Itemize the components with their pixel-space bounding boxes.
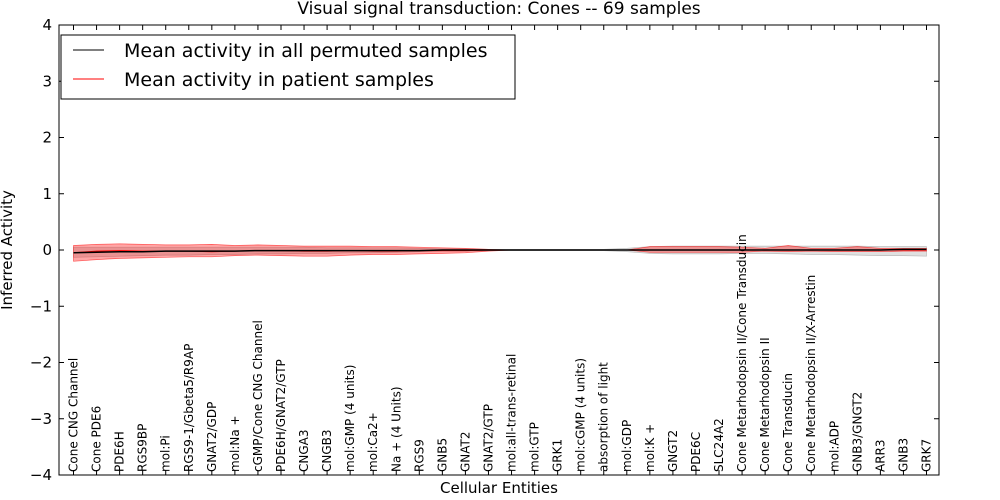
x-axis-label: Cellular Entities	[440, 479, 558, 497]
x-category-label: GNGT2	[666, 430, 680, 472]
x-category-label: ARR3	[873, 439, 887, 472]
x-category-label: CNGA3	[297, 430, 311, 473]
x-category-label: mol:ADP	[827, 421, 841, 472]
x-category-label: PDE6H	[113, 431, 127, 472]
x-category-label: Cone Metarhodopsin II	[758, 337, 772, 472]
x-category-label: SLC24A2	[712, 418, 726, 472]
x-category-label: RGS9	[412, 439, 426, 472]
y-tick-label: 1	[42, 185, 52, 203]
x-category-label: mol:GMP (4 units)	[343, 365, 357, 472]
x-category-label: mol:GDP	[620, 420, 634, 472]
x-category-label: mol:GTP	[528, 422, 542, 472]
x-category-label: Na + (4 Units)	[389, 386, 403, 472]
x-category-label: cGMP/Cone CNG Channel	[251, 320, 265, 472]
x-category-label: Cone Metarhodopsin II/Cone Transducin	[735, 234, 749, 472]
x-category-label: Cone Transducin	[781, 373, 795, 472]
legend-box	[60, 34, 516, 100]
series-line-permuted	[73, 248, 927, 254]
y-tick-label: 4	[42, 16, 52, 34]
legend-label: Mean activity in patient samples	[124, 69, 434, 91]
x-category-label: Cone Metarhodopsin II/X-Arrestin	[804, 275, 818, 472]
y-tick-label: 3	[42, 72, 52, 90]
x-category-label: PDE6H/GNAT2/GTP	[274, 359, 288, 472]
x-category-label: Cone PDE6	[90, 406, 104, 472]
y-tick-label: 0	[42, 241, 52, 259]
x-category-label: mol:Pi	[159, 435, 173, 472]
x-category-label: absorption of light	[597, 362, 611, 472]
x-category-label: mol:Ca2+	[366, 412, 380, 472]
legend-label: Mean activity in all permuted samples	[124, 40, 487, 62]
x-category-label: GNB3/GNGT2	[850, 392, 864, 472]
legend: Mean activity in all permuted samples Mea…	[60, 34, 516, 100]
y-axis-label: Inferred Activity	[0, 190, 16, 310]
x-category-label: mol:K +	[643, 424, 657, 472]
x-category-label: GNB3	[896, 438, 910, 472]
x-category-label: GNAT2/GTP	[481, 404, 495, 472]
x-category-label: mol:Na +	[228, 415, 242, 472]
x-category-label: CNGB3	[320, 429, 334, 472]
x-category-label: mol:all-trans-retinal	[505, 354, 519, 472]
x-category-label: RGS9-1/Gbeta5/R9AP	[182, 344, 196, 472]
y-axis: 4 3 2 1 0 −1 −2 −3 −4	[30, 16, 939, 484]
y-tick-label: −4	[30, 466, 52, 484]
chart-title: Visual signal transduction: Cones -- 69 …	[297, 0, 700, 19]
x-category-label: mol:cGMP (4 units)	[574, 358, 588, 472]
band-patient	[73, 243, 927, 262]
y-tick-label: 2	[42, 129, 52, 147]
series-lines	[73, 248, 927, 254]
x-category-label: GNAT2/GDP	[205, 402, 219, 472]
x-category-label: RGS9BP	[136, 424, 150, 472]
y-tick-label: −1	[30, 297, 52, 315]
y-tick-label: −2	[30, 354, 52, 372]
x-category-label: GRK7	[920, 439, 934, 472]
x-axis-categories: Cone CNG Channel Cone PDE6 PDE6H RGS9BP mol:…	[67, 25, 934, 475]
plot-border	[58, 24, 940, 476]
x-category-label: GRK1	[551, 439, 565, 472]
x-category-label: PDE6C	[689, 432, 703, 472]
band-permuted	[73, 245, 927, 258]
y-tick-label: −3	[30, 410, 52, 428]
x-category-label: GNB5	[435, 438, 449, 472]
confidence-bands	[73, 243, 927, 262]
x-category-label: GNAT2	[458, 431, 472, 472]
x-category-label: Cone CNG Channel	[67, 358, 81, 472]
